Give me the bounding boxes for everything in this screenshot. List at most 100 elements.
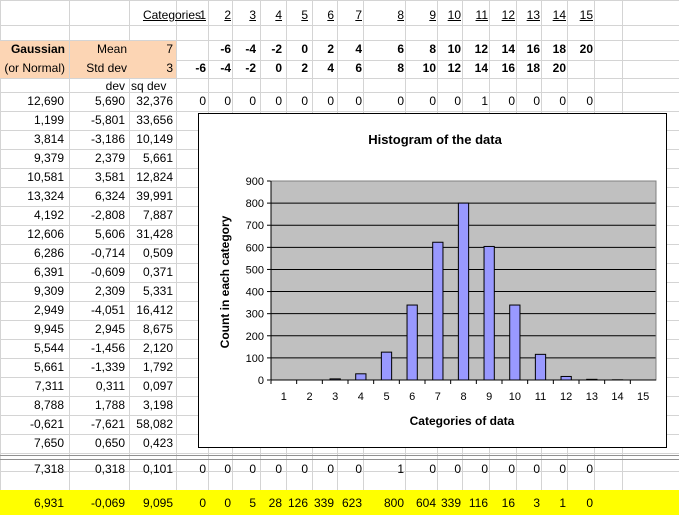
deviation-value[interactable]: 2,379: [94, 151, 125, 165]
bin-count-total[interactable]: 1: [559, 496, 566, 510]
bin-lower-bound[interactable]: 4: [355, 42, 362, 56]
bin-upper-bound[interactable]: 4: [327, 61, 334, 75]
bin-count[interactable]: 0: [508, 462, 515, 476]
deviation-value[interactable]: 5,606: [94, 227, 125, 241]
bin-count[interactable]: 0: [224, 462, 231, 476]
squared-deviation-value[interactable]: 8,675: [142, 322, 173, 336]
squared-deviation-value[interactable]: 39,991: [136, 189, 173, 203]
squared-deviation-value[interactable]: 0,509: [142, 246, 173, 260]
bin-count[interactable]: 0: [559, 462, 566, 476]
data-value[interactable]: 12,606: [27, 227, 64, 241]
squared-deviation-value[interactable]: 12,824: [136, 170, 173, 184]
bin-count[interactable]: 1: [397, 462, 404, 476]
deviation-value[interactable]: 5,690: [94, 94, 125, 108]
category-header[interactable]: 6: [327, 8, 334, 22]
category-header[interactable]: 2: [224, 8, 231, 22]
bin-lower-bound[interactable]: -6: [220, 42, 231, 56]
bin-upper-bound[interactable]: 0: [275, 61, 282, 75]
deviation-value[interactable]: -2,808: [90, 208, 125, 222]
bin-lower-bound[interactable]: 16: [526, 42, 540, 56]
bin-count[interactable]: 0: [199, 94, 206, 108]
deviation-value[interactable]: -4,051: [90, 303, 125, 317]
mean-value[interactable]: 7: [166, 42, 173, 56]
squared-deviation-value[interactable]: 2,120: [142, 341, 173, 355]
bin-count[interactable]: 0: [301, 94, 308, 108]
bin-upper-bound[interactable]: 2: [301, 61, 308, 75]
data-value[interactable]: 10,581: [27, 170, 64, 184]
bin-upper-bound[interactable]: 6: [355, 61, 362, 75]
bin-upper-bound[interactable]: 12: [447, 61, 461, 75]
bin-count[interactable]: 0: [327, 462, 334, 476]
squared-deviation-value[interactable]: 31,428: [136, 227, 173, 241]
bin-lower-bound[interactable]: 10: [447, 42, 461, 56]
squared-deviation-value[interactable]: 5,661: [142, 151, 173, 165]
data-value[interactable]: 12,690: [27, 94, 64, 108]
bin-count[interactable]: 0: [429, 462, 436, 476]
bin-lower-bound[interactable]: 12: [474, 42, 488, 56]
category-header[interactable]: 14: [552, 8, 566, 22]
bin-count[interactable]: 0: [249, 462, 256, 476]
bin-lower-bound[interactable]: 8: [429, 42, 436, 56]
bin-count-total[interactable]: 0: [586, 496, 593, 510]
dev-column-header[interactable]: dev: [105, 79, 125, 93]
bin-count-total[interactable]: 116: [468, 496, 488, 510]
bin-upper-bound[interactable]: -6: [195, 61, 206, 75]
bin-count[interactable]: 1: [481, 94, 488, 108]
deviation-value[interactable]: 0,311: [95, 379, 125, 393]
bin-count[interactable]: 0: [397, 94, 404, 108]
bin-lower-bound[interactable]: 6: [397, 42, 404, 56]
deviation-total[interactable]: -0,069: [90, 496, 125, 510]
deviation-value[interactable]: 2,945: [94, 322, 125, 336]
histogram-bar[interactable]: [355, 373, 367, 381]
data-value[interactable]: 6,286: [33, 246, 64, 260]
deviation-value[interactable]: 0,650: [94, 436, 125, 450]
bin-count-total[interactable]: 604: [415, 496, 436, 510]
deviation-value[interactable]: -3,186: [90, 132, 125, 146]
bin-lower-bound[interactable]: 14: [501, 42, 515, 56]
deviation-value[interactable]: 2,309: [94, 284, 125, 298]
bin-count[interactable]: 0: [533, 94, 540, 108]
distribution-name[interactable]: Gaussian: [10, 42, 65, 56]
bin-upper-bound[interactable]: 16: [501, 61, 515, 75]
bin-upper-bound[interactable]: -2: [245, 61, 256, 75]
histogram-bar[interactable]: [380, 351, 393, 381]
distribution-alias[interactable]: (or Normal): [4, 61, 65, 75]
bin-count[interactable]: 0: [429, 94, 436, 108]
bin-count-total[interactable]: 126: [287, 496, 308, 510]
bin-count-total[interactable]: 0: [224, 496, 231, 510]
squared-deviation-value[interactable]: 0,097: [142, 379, 173, 393]
data-value[interactable]: 9,379: [33, 151, 64, 165]
std-dev-value[interactable]: 3: [166, 61, 173, 75]
bin-upper-bound[interactable]: 10: [422, 61, 436, 75]
data-value[interactable]: 13,324: [27, 189, 64, 203]
bin-count[interactable]: 0: [586, 462, 593, 476]
category-header[interactable]: 1: [199, 8, 206, 22]
bin-upper-bound[interactable]: 14: [474, 61, 488, 75]
bin-count-total[interactable]: 0: [199, 496, 206, 510]
squared-deviation-value[interactable]: 10,149: [136, 132, 173, 146]
squared-deviation-value[interactable]: 5,331: [142, 284, 173, 298]
bin-count-total[interactable]: 623: [341, 496, 362, 510]
deviation-value[interactable]: -1,339: [90, 360, 125, 374]
bin-count-total[interactable]: 800: [383, 496, 404, 510]
squared-deviation-value[interactable]: 1,792: [142, 360, 173, 374]
bin-count[interactable]: 0: [224, 94, 231, 108]
bin-count[interactable]: 0: [249, 94, 256, 108]
category-header[interactable]: 4: [275, 8, 282, 22]
bin-count-total[interactable]: 339: [440, 496, 461, 510]
squared-deviation-value[interactable]: 32,376: [136, 94, 173, 108]
data-value[interactable]: -0,621: [29, 417, 64, 431]
bin-lower-bound[interactable]: 20: [579, 42, 593, 56]
bin-count[interactable]: 0: [559, 94, 566, 108]
bin-lower-bound[interactable]: 2: [327, 42, 334, 56]
data-value[interactable]: 5,661: [33, 360, 64, 374]
categories-header[interactable]: Categories: [142, 8, 201, 22]
deviation-value[interactable]: 0,318: [94, 462, 125, 476]
bin-lower-bound[interactable]: -4: [245, 42, 256, 56]
category-header[interactable]: 11: [475, 8, 488, 22]
category-header[interactable]: 12: [501, 8, 515, 22]
squared-deviation-value[interactable]: 0,423: [142, 436, 173, 450]
histogram-bar[interactable]: [483, 245, 495, 381]
data-value[interactable]: 2,949: [33, 303, 64, 317]
